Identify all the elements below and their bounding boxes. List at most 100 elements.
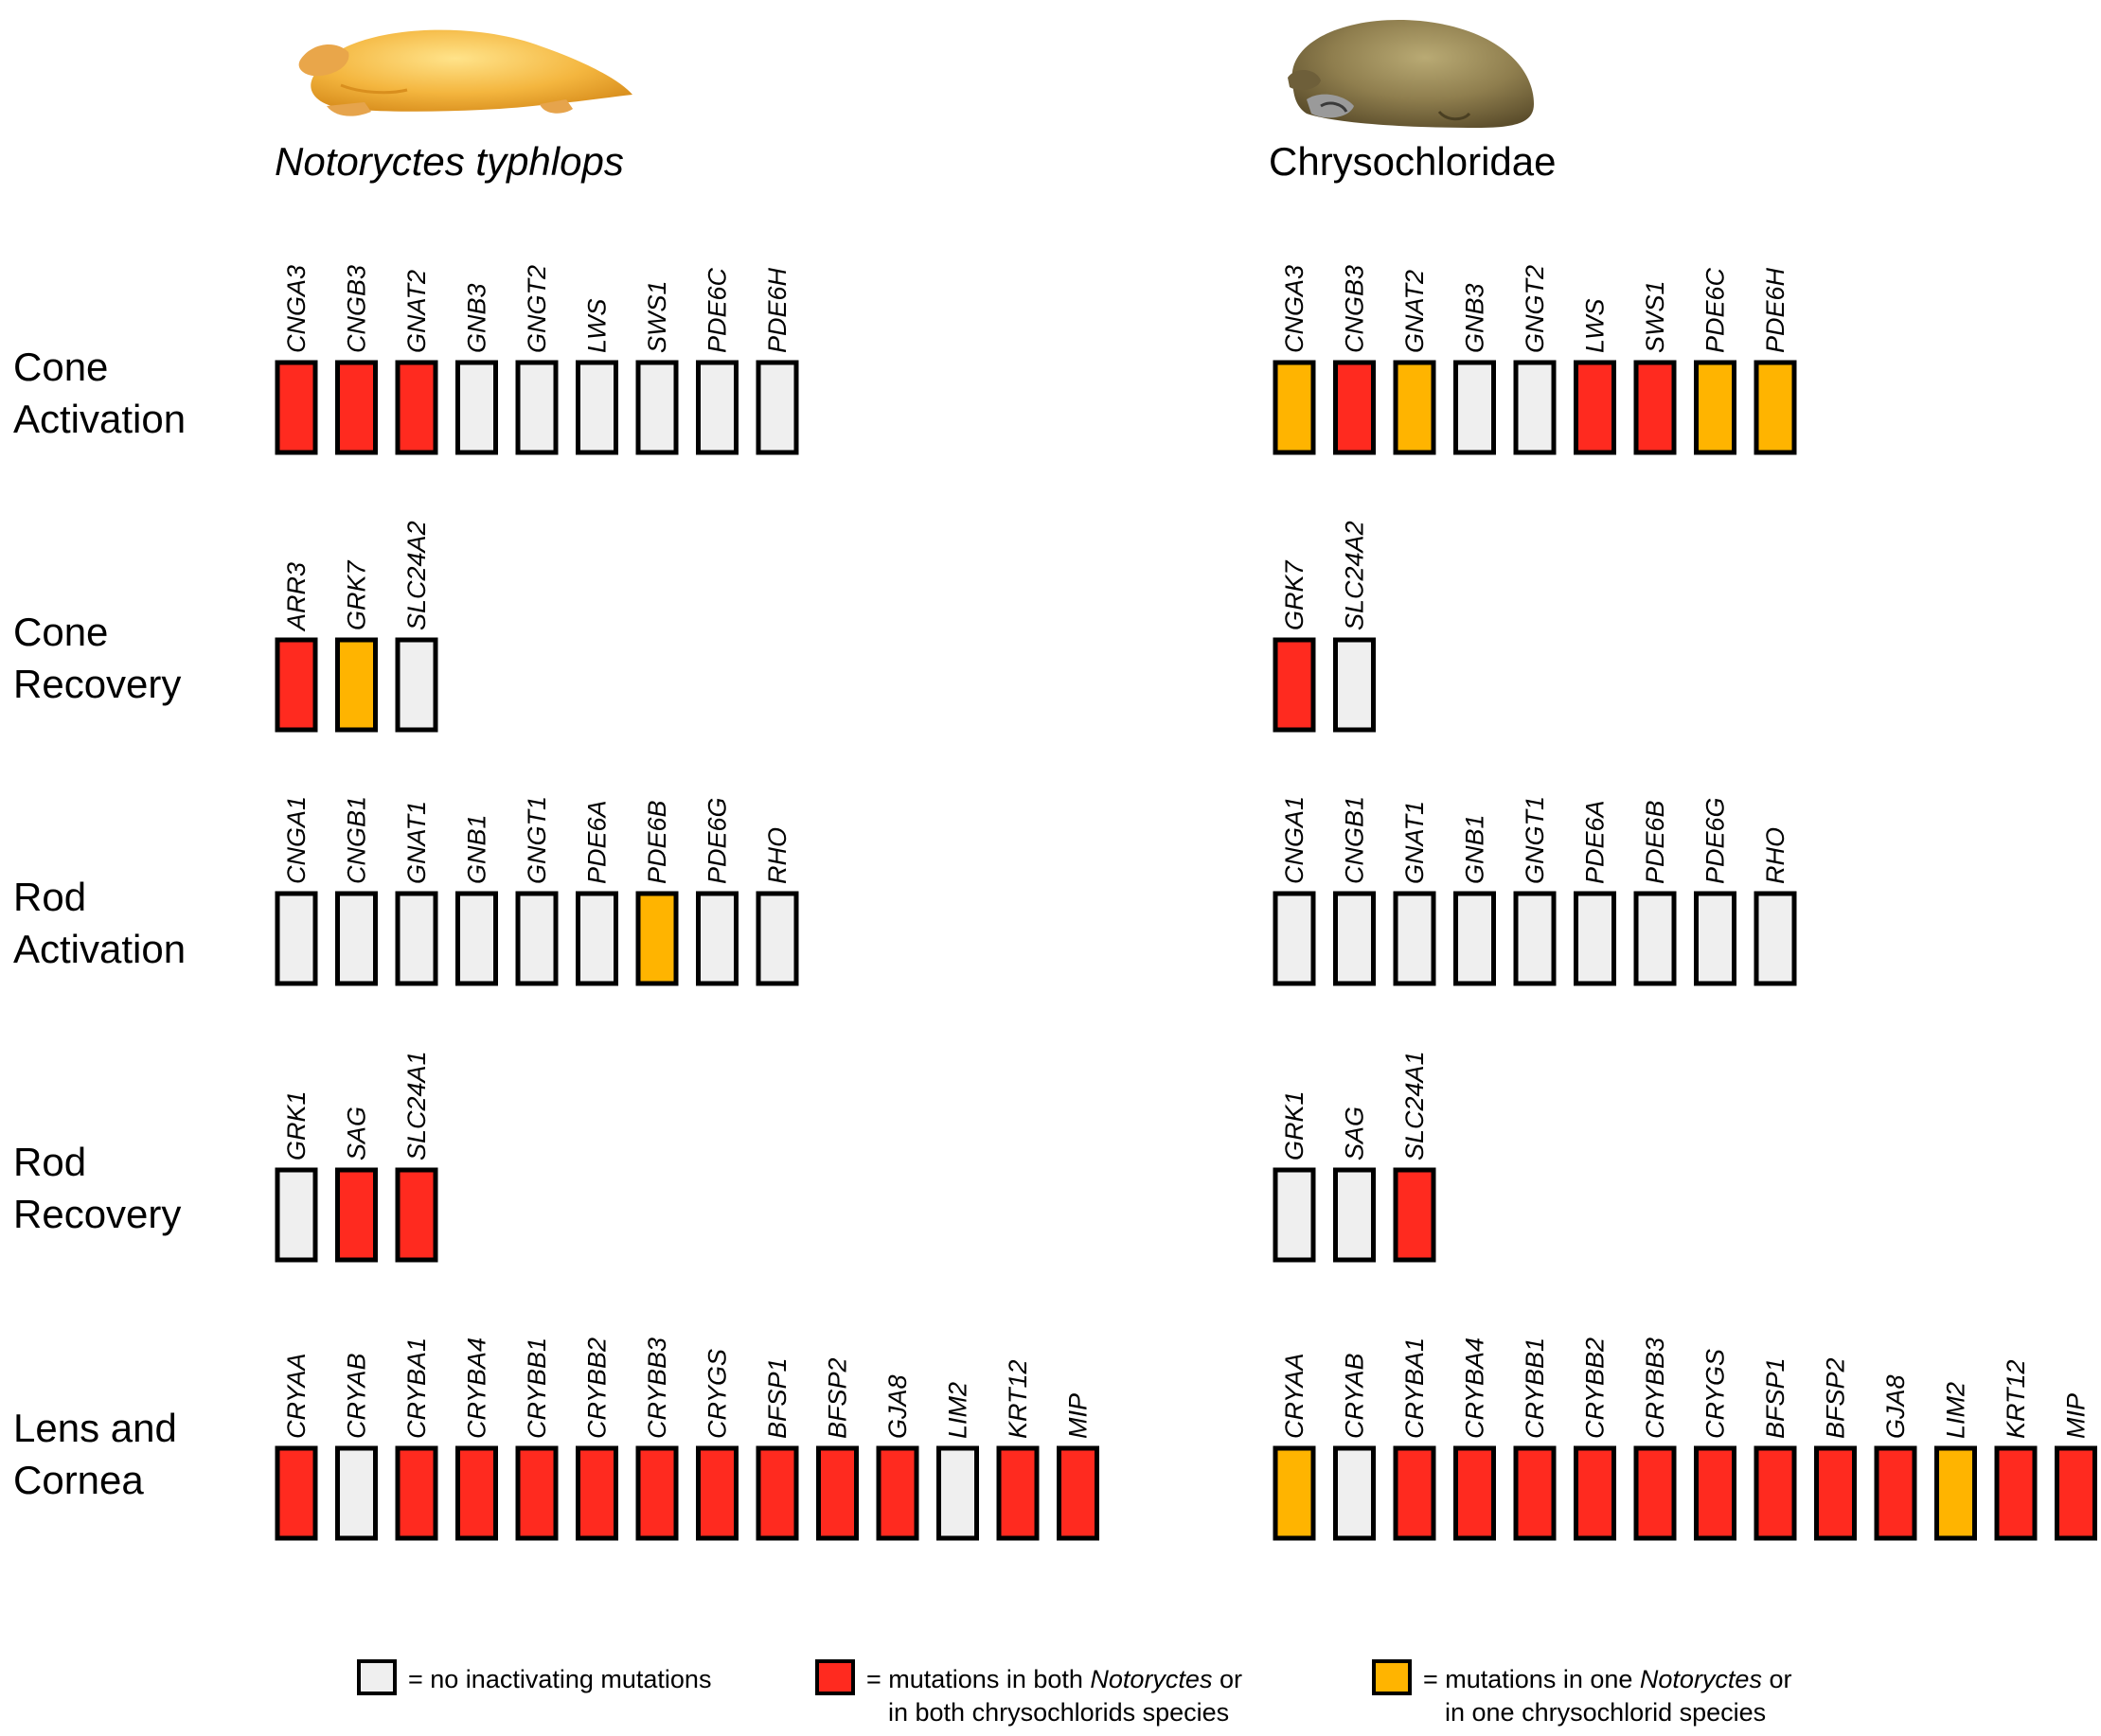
gene-status-box-cryba4 bbox=[1453, 1445, 1496, 1541]
gene-label: SWS1 bbox=[643, 280, 671, 353]
gene-status-box-rho bbox=[1754, 891, 1797, 986]
category-label: Rod bbox=[13, 1140, 86, 1184]
gene-status-box-gnb1 bbox=[455, 891, 498, 986]
gene-status-box-cryba4 bbox=[455, 1445, 498, 1541]
gene-label: GNGT2 bbox=[1521, 265, 1549, 353]
gene-label: CRYAB bbox=[343, 1353, 371, 1439]
gene-status-box-crybb2 bbox=[576, 1445, 618, 1541]
category-label: Cornea bbox=[13, 1458, 144, 1502]
gene-status-box-pde6a bbox=[576, 891, 618, 986]
category-label: Rod bbox=[13, 875, 86, 919]
gene-label: CRYAB bbox=[1341, 1353, 1369, 1439]
gene-label: CRYBB3 bbox=[1641, 1337, 1669, 1439]
gene-status-box-cnga3 bbox=[275, 360, 318, 455]
gene-status-box-mip bbox=[1057, 1445, 1099, 1541]
legend-text-segment: = no inactivating mutations bbox=[408, 1665, 711, 1693]
gene-label: SAG bbox=[343, 1107, 371, 1160]
gene-status-box-cngb1 bbox=[1333, 891, 1376, 986]
gene-label: PDE6G bbox=[1701, 797, 1730, 884]
legend-text: = mutations in one Notoryctes or bbox=[1423, 1665, 1791, 1693]
gene-label: GJA8 bbox=[883, 1374, 912, 1439]
gene-label: CRYGS bbox=[703, 1349, 732, 1439]
gene-status-box-bfsp2 bbox=[1814, 1445, 1857, 1541]
species-title-chrysochloridae: Chrysochloridae bbox=[1269, 139, 1556, 184]
gene-label: CNGA1 bbox=[1280, 796, 1309, 884]
gene-status-box-lws bbox=[576, 360, 618, 455]
gene-label: CNGA1 bbox=[282, 796, 311, 884]
chrysochloridae-gene-group: CNGA1 CNGB1 GNAT1 GNB1 GNGT1 PDE6A PDE6B PDE6G R… bbox=[1273, 796, 1797, 986]
gene-status-box-cnga1 bbox=[1273, 891, 1316, 986]
gene-label: RHO bbox=[763, 827, 792, 884]
gene-label: KRT12 bbox=[1004, 1359, 1032, 1439]
notoryctes-gene-group: GRK1 SAG SLC24A1 bbox=[275, 1051, 438, 1263]
gene-label: GNB3 bbox=[1461, 283, 1489, 353]
gene-status-box-arr3 bbox=[275, 637, 318, 733]
legend-text-segment: or bbox=[1212, 1665, 1242, 1693]
gene-status-box-gnat2 bbox=[395, 360, 438, 455]
legend-item-none: = no inactivating mutations bbox=[357, 1659, 711, 1695]
gene-status-box-pde6b bbox=[1633, 891, 1677, 986]
gene-label: CNGB1 bbox=[343, 796, 371, 884]
category-label: Cone bbox=[13, 610, 108, 654]
legend-swatch bbox=[1372, 1659, 1412, 1695]
gene-status-box-crybb3 bbox=[635, 1445, 679, 1541]
gene-status-box-lws bbox=[1574, 360, 1616, 455]
gene-label: KRT12 bbox=[2002, 1359, 2030, 1439]
gene-status-box-cnga1 bbox=[275, 891, 318, 986]
golden-mole-illustration bbox=[1288, 19, 1534, 128]
gene-label: PDE6A bbox=[583, 800, 612, 884]
gene-label: GNGT1 bbox=[523, 796, 551, 884]
gene-status-box-gnb1 bbox=[1453, 891, 1496, 986]
gene-label: SLC24A2 bbox=[1341, 521, 1369, 630]
gene-label: BFSP1 bbox=[1761, 1357, 1789, 1439]
gene-status-box-crygs bbox=[696, 1445, 739, 1541]
legend-text-segment: Notoryctes bbox=[1090, 1665, 1212, 1693]
gene-label: RHO bbox=[1761, 827, 1789, 884]
chrysochloridae-gene-group: CRYAA CRYAB CRYBA1 CRYBA4 CRYBB1 CRYBB2 CRYBB3… bbox=[1273, 1337, 2097, 1541]
gene-label: SLC24A2 bbox=[402, 521, 431, 630]
category-label: Cone bbox=[13, 345, 108, 389]
category-label: Lens and bbox=[13, 1406, 177, 1450]
marsupial-mole-illustration bbox=[298, 29, 632, 116]
category-row: Rod Recovery GRK1 SAG SLC24A1 GRK1 SAG SLC24A1 bbox=[13, 1051, 1436, 1263]
chrysochloridae-gene-group: GRK1 SAG SLC24A1 bbox=[1273, 1051, 1436, 1263]
gene-label: GNAT1 bbox=[402, 801, 431, 884]
gene-status-box-crybb3 bbox=[1633, 1445, 1677, 1541]
gene-status-box-sws1 bbox=[635, 360, 679, 455]
category-row: Cone Recovery ARR3 GRK7 SLC24A2 GRK7 SLC24A2 bbox=[13, 521, 1376, 733]
gene-label: CRYBB3 bbox=[643, 1337, 671, 1439]
gene-status-box-crybb1 bbox=[1513, 1445, 1557, 1541]
gene-label: GNB1 bbox=[1461, 814, 1489, 884]
gene-label: GNB1 bbox=[463, 814, 491, 884]
gene-status-box-gnb3 bbox=[455, 360, 498, 455]
gene-label: LWS bbox=[1581, 298, 1610, 353]
gene-label: GNGT2 bbox=[523, 265, 551, 353]
gene-label: CNGA3 bbox=[282, 265, 311, 353]
gene-label: LWS bbox=[583, 298, 612, 353]
gene-status-box-slc24a1 bbox=[395, 1167, 438, 1263]
legend-text: in one chrysochlorid species bbox=[1445, 1698, 1766, 1727]
gene-label: ARR3 bbox=[282, 562, 311, 632]
gene-label: GNAT1 bbox=[1400, 801, 1429, 884]
gene-status-box-slc24a1 bbox=[1393, 1167, 1436, 1263]
gene-status-box-krt12 bbox=[996, 1445, 1040, 1541]
gene-label: GJA8 bbox=[1881, 1374, 1910, 1439]
species-titles: Notoryctes typhlops Chrysochloridae bbox=[275, 139, 1556, 184]
category-row: Rod Activation CNGA1 CNGB1 GNAT1 GNB1 GNGT1 PDE… bbox=[13, 796, 1797, 986]
gene-status-box-bfsp1 bbox=[756, 1445, 799, 1541]
species-title-notoryctes: Notoryctes typhlops bbox=[275, 139, 624, 184]
notoryctes-gene-group: CRYAA CRYAB CRYBA1 CRYBA4 CRYBB1 CRYBB2 CRYBB3… bbox=[275, 1337, 1099, 1541]
gene-status-box-pde6b bbox=[635, 891, 679, 986]
gene-status-box-rho bbox=[756, 891, 799, 986]
gene-label: PDE6A bbox=[1581, 800, 1610, 884]
gene-label: PDE6H bbox=[763, 267, 792, 353]
notoryctes-gene-group: CNGA3 CNGB3 GNAT2 GNB3 GNGT2 LWS SWS1 PDE6C PDE6… bbox=[275, 265, 799, 455]
legend-text-segment: in both chrysochlorids species bbox=[888, 1698, 1229, 1727]
gene-status-box-pde6h bbox=[756, 360, 799, 455]
gene-status-box-gngt2 bbox=[1513, 360, 1557, 455]
gene-label: LIM2 bbox=[944, 1382, 972, 1439]
gene-status-box-grk1 bbox=[275, 1167, 318, 1263]
gene-status-box-cryaa bbox=[1273, 1445, 1316, 1541]
legend-swatch bbox=[357, 1659, 397, 1695]
